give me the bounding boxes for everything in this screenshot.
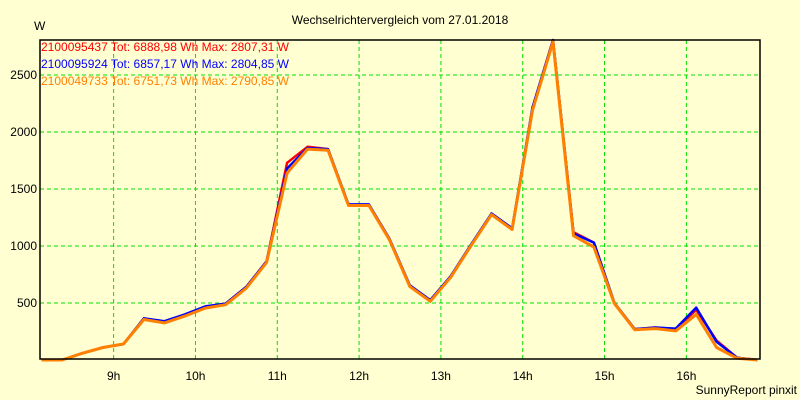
x-tick-label: 11h xyxy=(268,369,287,383)
y-tick-label: 2500 xyxy=(10,68,37,82)
x-tick-label: 13h xyxy=(431,369,451,383)
series-lines xyxy=(41,38,758,362)
footer-credit: SunnyReport pinxit xyxy=(696,383,798,397)
legend-entry: 2100095924 Tot: 6857,17 Wh Max: 2804,85 … xyxy=(41,57,290,71)
series-line-2100095437 xyxy=(41,38,758,362)
series-line-2100095924 xyxy=(41,38,758,362)
grid xyxy=(40,40,760,360)
plot-frame xyxy=(39,39,761,360)
y-tick-label: 2000 xyxy=(10,125,37,139)
y-tick-label: 500 xyxy=(17,296,37,310)
y-axis-label: W xyxy=(34,19,46,33)
tick-labels: 9h 10h 11h 12h 13h 14h 15h 16h 500 1000 1500 2000 25… xyxy=(10,68,696,383)
x-tick-label: 15h xyxy=(595,369,615,383)
y-tick-label: 1500 xyxy=(10,182,37,196)
legend-entry: 2100049733 Tot: 6751,73 Wh Max: 2790,85 … xyxy=(41,74,290,88)
legend-entry: 2100095437 Tot: 6888,98 Wh Max: 2807,31 … xyxy=(41,40,290,54)
x-tick-label: 10h xyxy=(185,369,205,383)
chart-title: Wechselrichtervergleich vom 27.01.2018 xyxy=(292,13,509,27)
x-tick-label: 9h xyxy=(107,369,120,383)
x-tick-label: 16h xyxy=(676,369,696,383)
y-tick-label: 1000 xyxy=(10,239,37,253)
x-tick-label: 14h xyxy=(513,369,533,383)
series-line-2100049733 xyxy=(41,40,758,362)
legend: 2100095437 Tot: 6888,98 Wh Max: 2807,31 … xyxy=(41,40,290,88)
x-tick-label: 12h xyxy=(349,369,369,383)
